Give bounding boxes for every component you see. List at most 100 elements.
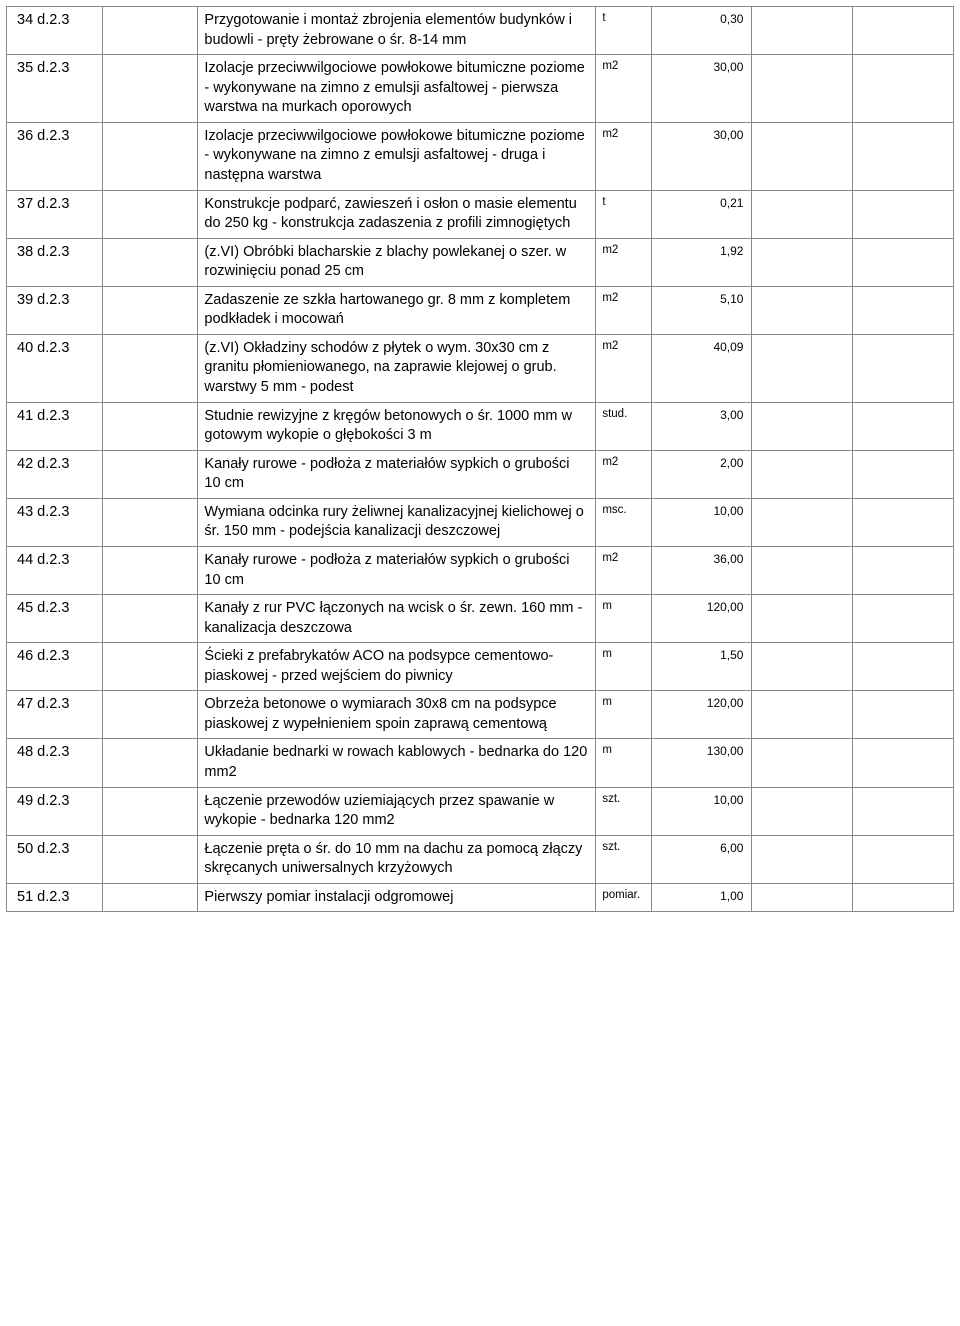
row-quantity: 1,50 <box>651 643 752 691</box>
table-row: 47 d.2.3Obrzeża betonowe o wymiarach 30x… <box>7 691 954 739</box>
row-spacer <box>102 643 198 691</box>
row-blank-1 <box>752 498 853 546</box>
row-id: 50 d.2.3 <box>7 835 103 883</box>
row-quantity: 5,10 <box>651 286 752 334</box>
row-id: 51 d.2.3 <box>7 883 103 912</box>
row-id: 49 d.2.3 <box>7 787 103 835</box>
table-row: 51 d.2.3Pierwszy pomiar instalacji odgro… <box>7 883 954 912</box>
row-unit: m <box>596 595 651 643</box>
row-id: 35 d.2.3 <box>7 55 103 123</box>
table-row: 37 d.2.3 Konstrukcje podparć, zawieszeń i… <box>7 190 954 238</box>
row-spacer <box>102 334 198 402</box>
row-blank-2 <box>853 122 954 190</box>
row-unit: msc. <box>596 498 651 546</box>
row-blank-1 <box>752 286 853 334</box>
table-row: 39 d.2.3 Zadaszenie ze szkła hartowanego … <box>7 286 954 334</box>
table-row: 49 d.2.3 Łączenie przewodów uziemiających… <box>7 787 954 835</box>
row-id: 46 d.2.3 <box>7 643 103 691</box>
table-row: 43 d.2.3 Wymiana odcinka rury żeliwnej ka… <box>7 498 954 546</box>
row-unit: szt. <box>596 835 651 883</box>
row-blank-2 <box>853 883 954 912</box>
row-blank-2 <box>853 402 954 450</box>
row-description: Obrzeża betonowe o wymiarach 30x8 cm na … <box>198 691 596 739</box>
table-row: 42 d.2.3 Kanały rurowe - podłoża z materi… <box>7 450 954 498</box>
row-quantity: 10,00 <box>651 498 752 546</box>
table-row: 50 d.2.3Łączenie pręta o śr. do 10 mm na… <box>7 835 954 883</box>
row-description: Kanały rurowe - podłoża z materiałów syp… <box>198 450 596 498</box>
row-description: Kanały z rur PVC łączonych na wcisk o śr… <box>198 595 596 643</box>
row-blank-1 <box>752 7 853 55</box>
row-unit: m <box>596 739 651 787</box>
row-spacer <box>102 55 198 123</box>
row-description: Wymiana odcinka rury żeliwnej kanalizacy… <box>198 498 596 546</box>
row-unit: t <box>596 190 651 238</box>
row-unit: stud. <box>596 402 651 450</box>
row-unit: m2 <box>596 546 651 594</box>
table-row: 45 d.2.3Kanały z rur PVC łączonych na wc… <box>7 595 954 643</box>
row-unit: m2 <box>596 238 651 286</box>
row-description: Studnie rewizyjne z kręgów betonowych o … <box>198 402 596 450</box>
row-id: 40 d.2.3 <box>7 334 103 402</box>
row-id: 48 d.2.3 <box>7 739 103 787</box>
row-quantity: 30,00 <box>651 55 752 123</box>
row-blank-1 <box>752 691 853 739</box>
row-spacer <box>102 122 198 190</box>
row-description: Łączenie przewodów uziemiających przez s… <box>198 787 596 835</box>
row-blank-1 <box>752 739 853 787</box>
row-description: Ścieki z prefabrykatów ACO na podsypce c… <box>198 643 596 691</box>
row-id: 43 d.2.3 <box>7 498 103 546</box>
row-blank-1 <box>752 835 853 883</box>
row-quantity: 36,00 <box>651 546 752 594</box>
row-blank-2 <box>853 190 954 238</box>
row-spacer <box>102 7 198 55</box>
row-quantity: 1,00 <box>651 883 752 912</box>
row-blank-2 <box>853 787 954 835</box>
table-row: 48 d.2.3Układanie bednarki w rowach kabl… <box>7 739 954 787</box>
row-id: 36 d.2.3 <box>7 122 103 190</box>
row-unit: m2 <box>596 286 651 334</box>
row-id: 39 d.2.3 <box>7 286 103 334</box>
table-row: 35 d.2.3Izolacje przeciwwilgociowe powło… <box>7 55 954 123</box>
row-blank-1 <box>752 546 853 594</box>
row-blank-2 <box>853 739 954 787</box>
row-unit: m2 <box>596 450 651 498</box>
row-unit: m <box>596 643 651 691</box>
row-blank-1 <box>752 595 853 643</box>
row-id: 42 d.2.3 <box>7 450 103 498</box>
row-quantity: 1,92 <box>651 238 752 286</box>
row-quantity: 30,00 <box>651 122 752 190</box>
row-spacer <box>102 835 198 883</box>
row-blank-2 <box>853 55 954 123</box>
row-quantity: 0,21 <box>651 190 752 238</box>
row-spacer <box>102 787 198 835</box>
row-quantity: 3,00 <box>651 402 752 450</box>
row-spacer <box>102 883 198 912</box>
row-unit: m2 <box>596 55 651 123</box>
table-row: 38 d.2.3(z.VI) Obróbki blacharskie z bla… <box>7 238 954 286</box>
row-quantity: 10,00 <box>651 787 752 835</box>
row-description: (z.VI) Okładziny schodów z płytek o wym.… <box>198 334 596 402</box>
row-id: 44 d.2.3 <box>7 546 103 594</box>
row-blank-2 <box>853 238 954 286</box>
row-description: Zadaszenie ze szkła hartowanego gr. 8 mm… <box>198 286 596 334</box>
row-quantity: 6,00 <box>651 835 752 883</box>
row-spacer <box>102 286 198 334</box>
row-spacer <box>102 546 198 594</box>
row-spacer <box>102 691 198 739</box>
row-blank-2 <box>853 498 954 546</box>
row-blank-2 <box>853 334 954 402</box>
row-description: Konstrukcje podparć, zawieszeń i osłon o… <box>198 190 596 238</box>
row-blank-1 <box>752 238 853 286</box>
row-blank-2 <box>853 546 954 594</box>
row-id: 34 d.2.3 <box>7 7 103 55</box>
row-unit: m2 <box>596 334 651 402</box>
row-quantity: 0,30 <box>651 7 752 55</box>
row-blank-1 <box>752 643 853 691</box>
row-id: 37 d.2.3 <box>7 190 103 238</box>
row-spacer <box>102 498 198 546</box>
row-blank-1 <box>752 55 853 123</box>
table-row: 36 d.2.3Izolacje przeciwwilgociowe powło… <box>7 122 954 190</box>
row-blank-2 <box>853 450 954 498</box>
row-blank-2 <box>853 286 954 334</box>
table-row: 46 d.2.3 Ścieki z prefabrykatów ACO na po… <box>7 643 954 691</box>
